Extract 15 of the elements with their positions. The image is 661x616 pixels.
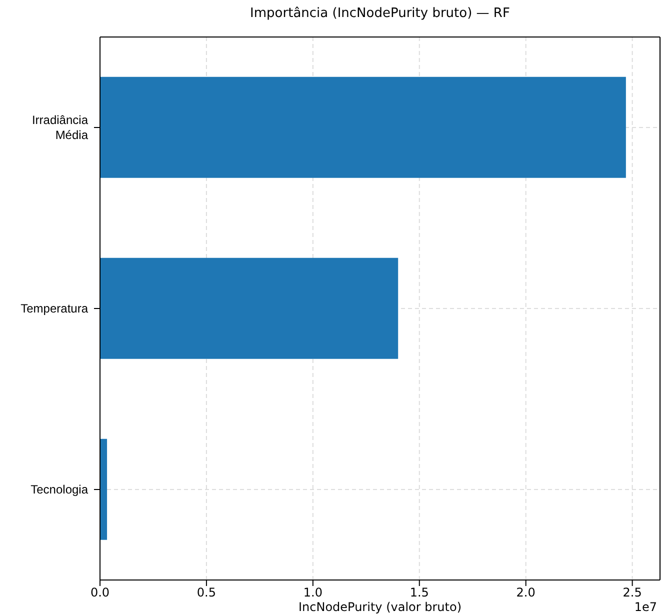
x-tick-label: 1.0 <box>303 586 322 600</box>
bar <box>100 76 626 178</box>
y-tick-label: Temperatura <box>20 302 88 316</box>
x-tick-label: 0.5 <box>196 586 216 600</box>
y-tick-label: Tecnologia <box>30 482 88 496</box>
x-tick-label: 1.5 <box>410 586 429 600</box>
chart-title: Importância (IncNodePurity bruto) — RF <box>249 6 511 21</box>
x-axis-title: IncNodePurity (valor bruto) <box>298 600 462 614</box>
x-tick-label: 2.5 <box>622 586 642 600</box>
x-tick-label: 2.0 <box>516 586 536 600</box>
bar <box>100 438 108 540</box>
bar <box>100 258 398 359</box>
y-tick-label: Irradiância Média <box>32 113 88 142</box>
text: 1e7 <box>634 600 657 614</box>
x-tick-label: 0.0 <box>90 586 110 600</box>
